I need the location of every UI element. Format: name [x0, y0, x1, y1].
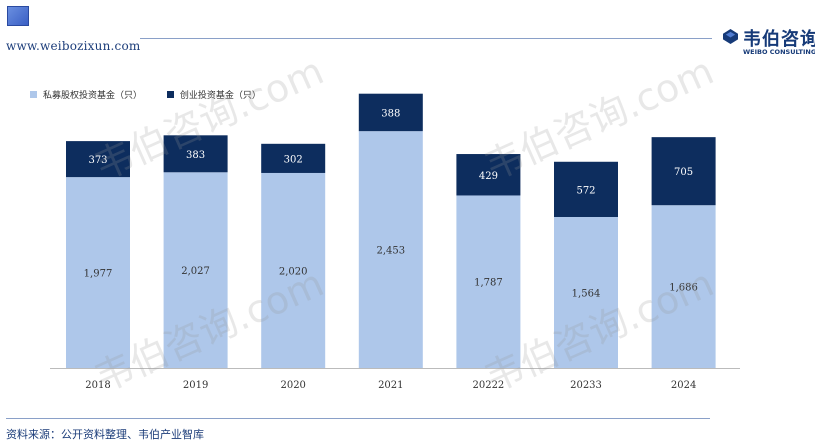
data-label: 1,564	[572, 288, 601, 299]
data-label: 388	[381, 108, 400, 119]
site-url[interactable]: www.weibozixun.com	[6, 39, 141, 53]
x-tick-label: 20222	[472, 380, 504, 391]
bar-segment	[358, 131, 423, 368]
bar-segment	[66, 141, 130, 178]
legend-swatch-venture	[166, 91, 174, 98]
brand-logo: 韦伯咨询 WEIBO CONSULTING	[723, 26, 815, 60]
bar-segment	[651, 205, 716, 368]
bar-segment	[554, 161, 618, 217]
logo-name-en: WEIBO CONSULTING	[743, 48, 815, 56]
bar-segment	[261, 143, 326, 173]
chart-legend: 私募股权投资基金（只） 创业投资基金（只）	[30, 88, 283, 101]
data-label: 1,686	[669, 283, 698, 294]
data-label: 1,787	[474, 278, 503, 289]
legend-swatch-private-equity	[30, 91, 37, 98]
header-divider	[140, 38, 712, 39]
legend-item-venture: 创业投资基金（只）	[166, 88, 261, 101]
bar-segment	[163, 135, 228, 173]
data-label: 429	[479, 171, 498, 182]
data-label: 383	[186, 150, 205, 161]
logo-mark-icon	[723, 29, 738, 44]
data-label: 2,020	[279, 266, 308, 277]
source-note: 资料来源：公开资料整理、韦伯产业智库	[6, 428, 204, 441]
data-label: 2,453	[376, 246, 405, 257]
x-tick-label: 2018	[85, 380, 110, 391]
data-label: 373	[88, 155, 107, 166]
bar-segment	[456, 195, 521, 368]
data-label: 1,977	[84, 269, 113, 280]
legend-label-venture: 创业投资基金（只）	[179, 91, 261, 101]
data-label: 302	[284, 154, 303, 165]
corner-logo-square	[7, 6, 29, 26]
legend-label-private-equity: 私募股权投资基金（只）	[43, 91, 143, 101]
bar-segment	[261, 172, 326, 368]
x-tick-label: 2024	[671, 380, 696, 391]
x-tick-label: 2019	[183, 380, 208, 391]
logo-name-cn: 韦伯咨询	[743, 29, 815, 50]
bar-segment	[651, 137, 716, 206]
x-tick-label: 20233	[570, 380, 602, 391]
bar-segment	[66, 177, 130, 368]
data-label: 572	[576, 185, 595, 196]
bar-segment	[554, 216, 618, 368]
data-label: 705	[674, 167, 693, 178]
x-tick-label: 2021	[378, 380, 403, 391]
bar-segment	[358, 93, 423, 132]
legend-item-private-equity: 私募股权投资基金（只）	[30, 88, 142, 101]
footer-divider	[6, 418, 710, 419]
bar-segment	[456, 154, 521, 196]
data-label: 2,027	[181, 266, 210, 277]
x-tick-label: 2020	[280, 380, 305, 391]
bar-segment	[163, 172, 228, 368]
